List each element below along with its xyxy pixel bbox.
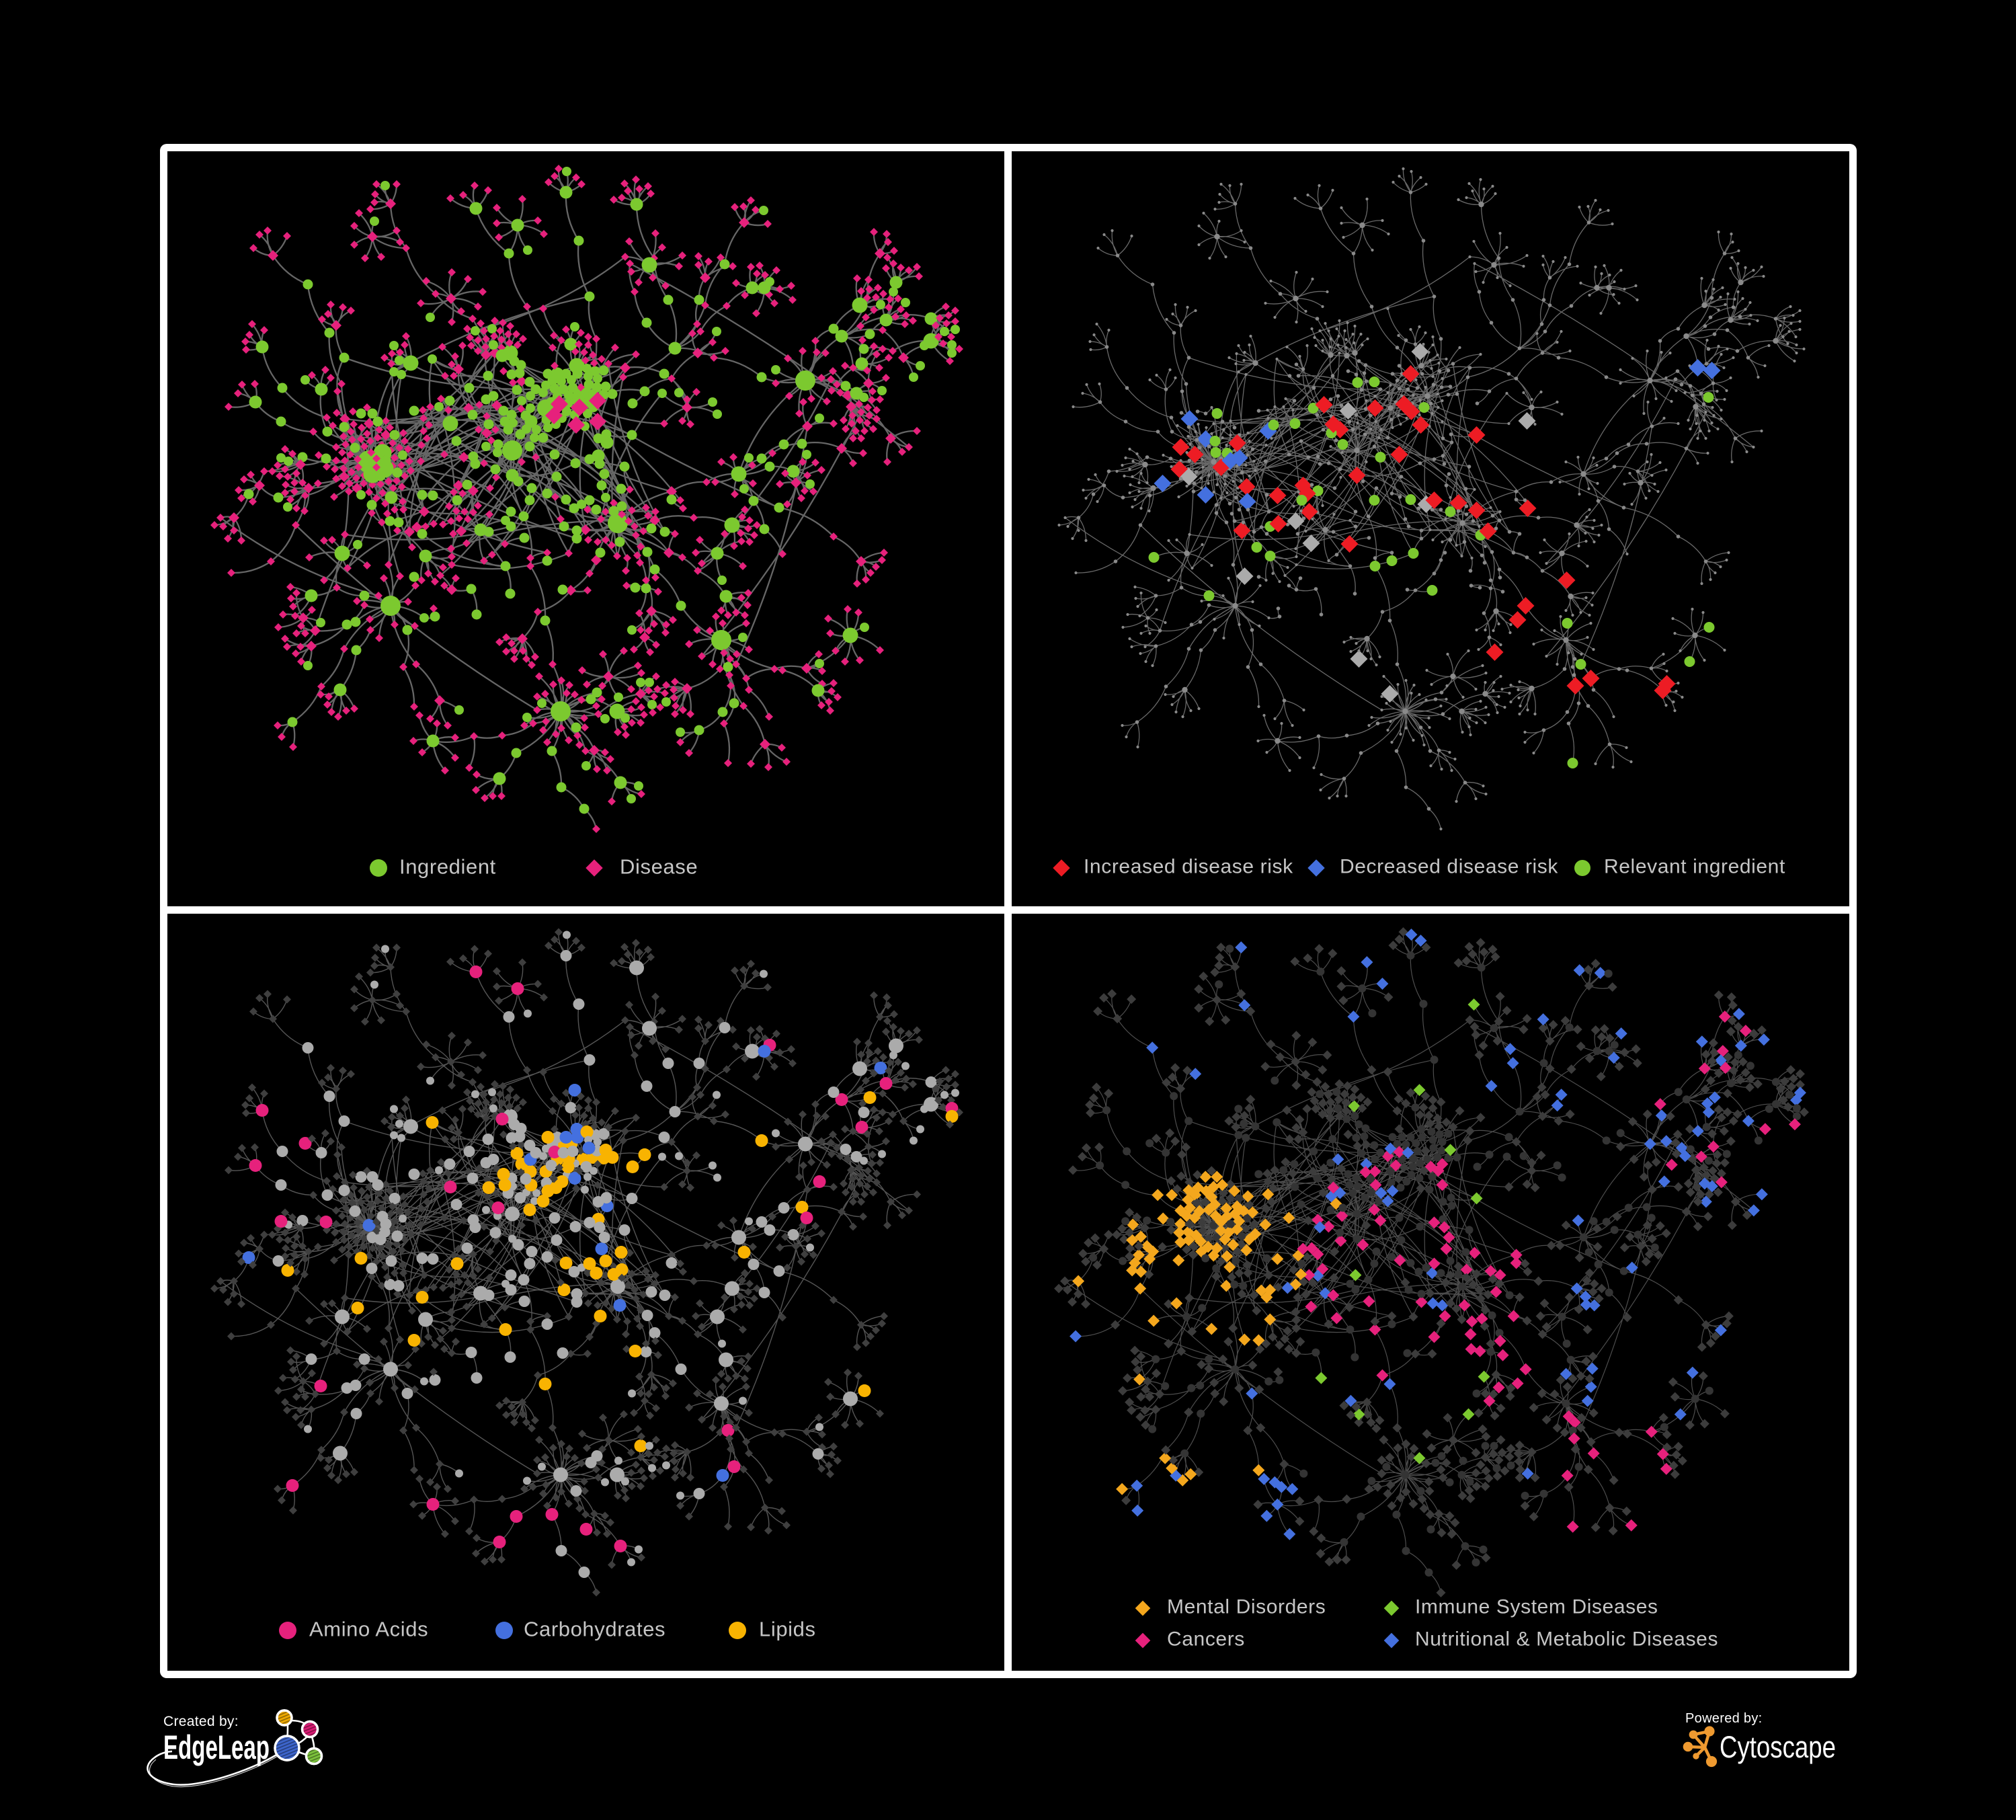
svg-text:Powered by:: Powered by:: [1685, 1711, 1762, 1726]
svg-text:EdgeLeap: EdgeLeap: [163, 1729, 270, 1766]
svg-text:Cytoscape: Cytoscape: [1720, 1730, 1836, 1764]
svg-text:Created by:: Created by:: [163, 1714, 239, 1729]
